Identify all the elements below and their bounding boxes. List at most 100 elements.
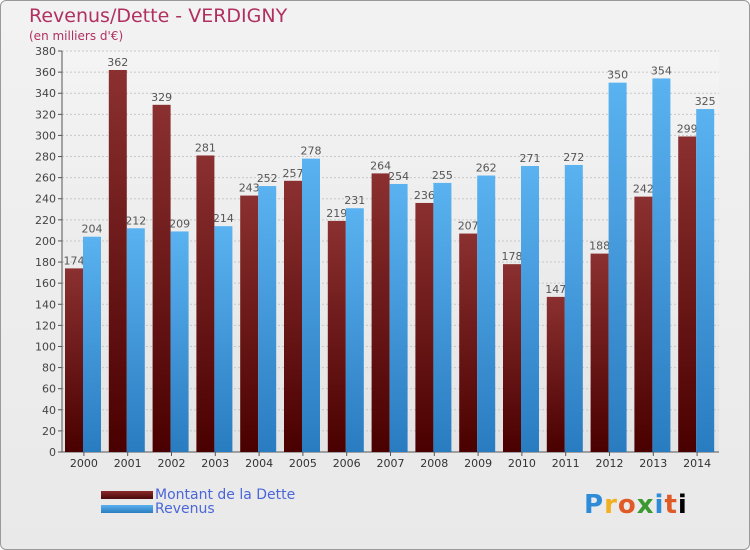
bar-revenus [477, 175, 496, 452]
y-tick-label: 200 [35, 235, 56, 248]
data-label-dette: 147 [545, 283, 566, 296]
x-tick-label: 2005 [289, 457, 317, 470]
y-tick-label: 40 [42, 404, 56, 417]
y-tick-label: 20 [42, 425, 56, 438]
legend-item-revenus: Revenus [101, 501, 215, 517]
bar-dette [459, 233, 478, 452]
data-label-dette: 299 [677, 122, 698, 135]
bar-dette [371, 173, 390, 452]
data-label-revenus: 272 [563, 151, 584, 164]
bar-revenus [302, 158, 320, 452]
legend-item-dette: Montant de la Dette [101, 487, 295, 503]
data-label-dette: 188 [589, 240, 610, 253]
x-tick-label: 2010 [508, 457, 536, 470]
legend-swatch-revenus [101, 505, 153, 513]
y-tick-label: 60 [42, 383, 56, 396]
bar-dette [415, 202, 434, 452]
x-tick-label: 2009 [464, 457, 492, 470]
y-tick-label: 160 [35, 277, 56, 290]
bar-revenus [258, 186, 277, 453]
bar-revenus [696, 109, 715, 452]
bar-dette [108, 69, 127, 452]
x-tick-label: 2007 [377, 457, 405, 470]
data-label-dette: 236 [414, 189, 435, 202]
bar-dette [546, 296, 565, 452]
x-tick-label: 2000 [70, 457, 98, 470]
y-tick-label: 320 [35, 108, 56, 121]
data-label-dette: 219 [326, 207, 347, 220]
data-label-revenus: 231 [344, 194, 365, 207]
x-tick-label: 2008 [420, 457, 448, 470]
y-tick-label: 0 [49, 446, 56, 459]
bar-dette [196, 155, 215, 452]
x-tick-label: 2002 [158, 457, 186, 470]
bar-revenus [126, 228, 145, 452]
data-label-dette: 329 [151, 91, 172, 104]
data-label-revenus: 325 [695, 95, 716, 108]
data-label-dette: 178 [502, 250, 523, 263]
chart-title: Revenus/Dette - VERDIGNY [29, 5, 288, 27]
data-label-revenus: 278 [301, 145, 322, 158]
legend-swatch-dette [101, 491, 153, 499]
y-tick-label: 180 [35, 256, 56, 269]
y-tick-label: 340 [35, 87, 56, 100]
bar-revenus [83, 236, 101, 452]
data-label-dette: 281 [195, 141, 216, 154]
bar-dette [590, 253, 609, 452]
data-label-dette: 242 [633, 183, 654, 196]
y-tick-label: 220 [35, 214, 56, 227]
data-label-dette: 243 [239, 182, 260, 195]
x-tick-label: 2006 [333, 457, 361, 470]
y-tick-label: 80 [42, 362, 56, 375]
y-tick-label: 360 [35, 66, 56, 79]
data-label-dette: 207 [458, 220, 479, 233]
data-label-dette: 174 [64, 254, 85, 267]
data-label-dette: 264 [370, 159, 391, 172]
data-label-dette: 257 [283, 167, 304, 180]
chart-subtitle: (en milliers d'€) [29, 29, 124, 43]
y-tick-label: 260 [35, 172, 56, 185]
x-tick-label: 2013 [639, 457, 667, 470]
data-label-revenus: 204 [82, 223, 103, 236]
data-label-revenus: 271 [520, 152, 541, 165]
x-tick-label: 2011 [552, 457, 580, 470]
bar-revenus [433, 182, 452, 452]
data-label-revenus: 350 [607, 69, 628, 82]
y-tick-label: 240 [35, 193, 56, 206]
bar-dette [503, 264, 521, 452]
legend-label-revenus: Revenus [155, 501, 215, 517]
proxiti-logo: Proxiti [584, 490, 688, 520]
bar-dette [678, 136, 697, 452]
bar-dette [634, 196, 653, 452]
data-label-revenus: 252 [257, 172, 278, 185]
x-tick-label: 2001 [114, 457, 142, 470]
bar-dette [65, 268, 83, 452]
bar-revenus [345, 208, 364, 452]
x-tick-label: 2003 [201, 457, 229, 470]
x-tick-label: 2014 [683, 457, 711, 470]
data-label-revenus: 209 [169, 217, 190, 230]
y-tick-label: 100 [35, 340, 56, 353]
bar-revenus [652, 78, 671, 453]
bar-dette [152, 104, 171, 452]
data-label-revenus: 262 [476, 162, 497, 175]
bar-revenus [170, 231, 189, 452]
data-label-revenus: 254 [388, 170, 409, 183]
data-label-revenus: 255 [432, 169, 453, 182]
bar-revenus [214, 226, 233, 452]
y-tick-label: 300 [35, 129, 56, 142]
legend-label-dette: Montant de la Dette [155, 487, 296, 503]
bar-revenus [608, 82, 627, 452]
x-tick-label: 2004 [245, 457, 273, 470]
data-label-revenus: 214 [213, 212, 234, 225]
bar-revenus [521, 166, 539, 452]
bar-dette [284, 180, 302, 452]
y-tick-label: 120 [35, 319, 56, 332]
bar-revenus [389, 183, 408, 452]
data-label-revenus: 212 [125, 214, 146, 227]
bar-dette [327, 220, 346, 452]
y-tick-label: 380 [35, 45, 56, 58]
bar-revenus [564, 164, 583, 452]
